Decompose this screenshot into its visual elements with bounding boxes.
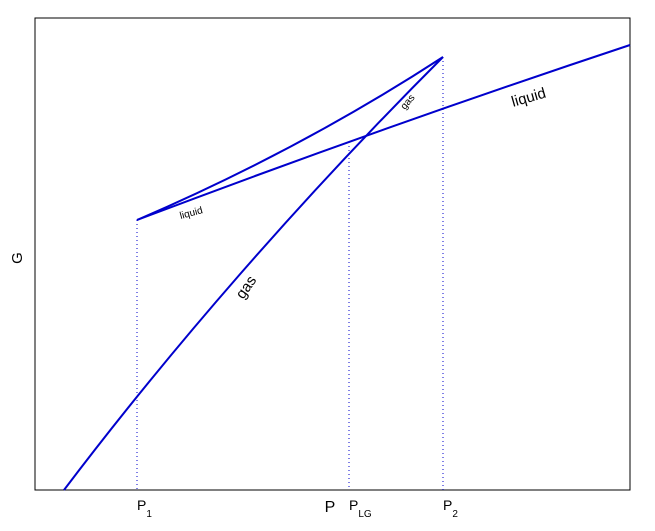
metastable-branch — [136, 56, 444, 221]
x-tick-label: PLG — [349, 497, 372, 520]
tick-sub: 1 — [146, 509, 152, 520]
gas-curve — [63, 56, 444, 491]
x-tick-label: P2 — [443, 497, 458, 520]
tick-sub: 2 — [452, 509, 458, 520]
x-axis-label: P — [325, 499, 336, 516]
y-axis-label: G — [9, 252, 26, 264]
plot-frame — [34, 17, 631, 491]
tick-base: P — [349, 497, 358, 513]
tick-sub: LG — [358, 509, 372, 520]
tick-base: P — [443, 497, 452, 513]
liquid-curve — [136, 44, 631, 221]
x-tick-label: P1 — [137, 497, 152, 520]
tick-base: P — [137, 497, 146, 513]
